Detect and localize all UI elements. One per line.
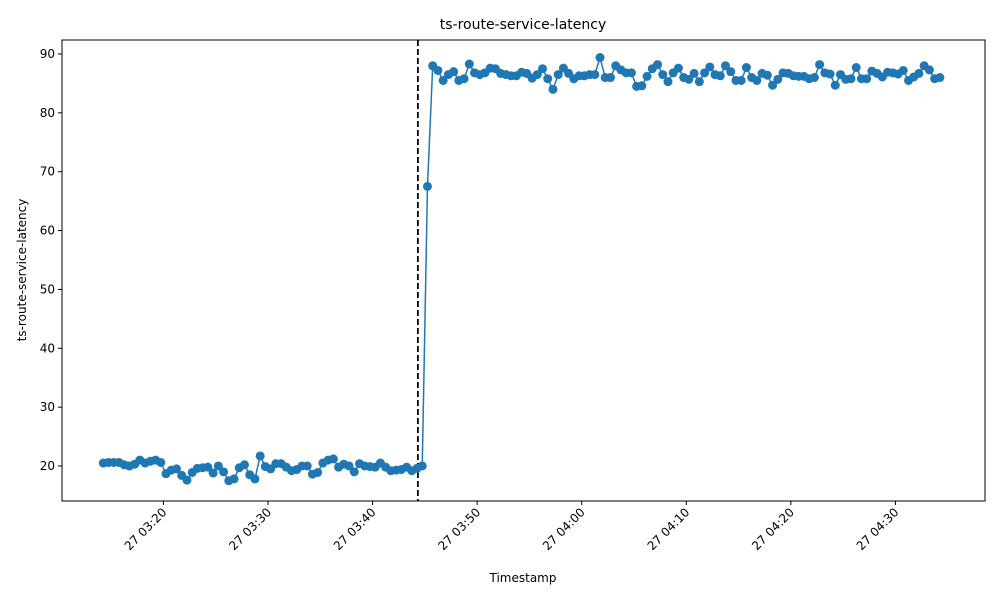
point [684,74,694,84]
point [239,460,249,470]
point [250,474,260,484]
point [417,461,427,471]
y-tick-label: 70 [40,165,55,179]
point [203,462,213,472]
x-axis-label: Timestamp [489,571,557,585]
point [705,62,715,72]
y-tick-label: 50 [40,282,55,296]
y-tick-label: 90 [40,47,55,61]
point [313,467,323,477]
point [595,53,605,63]
x-tick-label: 27 04:20 [749,505,797,553]
x-tick-label: 27 04:00 [540,505,588,553]
point [694,77,704,87]
point [349,467,359,477]
point [344,461,354,471]
point [590,70,600,80]
point [605,73,615,83]
point [637,81,647,91]
series-line [103,54,941,482]
y-tick-label: 80 [40,106,55,120]
point [862,74,872,84]
point [302,461,312,471]
y-axis-label: ts-route-service-latency [15,199,29,342]
point [726,67,736,77]
point [172,464,182,474]
x-tick-label: 27 03:30 [226,505,274,553]
x-tick-label: 27 03:40 [331,505,379,553]
point [532,70,542,80]
point [642,71,652,81]
point [255,451,265,461]
point [700,68,710,78]
x-tick-label: 27 04:30 [854,505,902,553]
x-tick-label: 27 04:10 [645,505,693,553]
point [433,65,443,75]
point [553,70,563,80]
point [422,181,432,191]
point [924,65,934,75]
point [752,75,762,85]
point [935,73,945,83]
point [736,75,746,85]
point [653,60,663,70]
x-tick-label: 27 03:50 [435,505,483,553]
point [773,74,783,84]
point [658,70,668,80]
y-tick-label: 20 [40,459,55,473]
point [328,454,338,464]
point [229,474,239,484]
point [720,61,730,71]
y-tick-label: 40 [40,341,55,355]
point [182,475,192,485]
point [464,59,474,69]
point [449,67,459,77]
point [208,468,218,478]
chart-title: ts-route-service-latency [440,17,607,33]
point [741,63,751,73]
point [219,467,229,477]
point [809,73,819,83]
x-tick-label: 27 03:20 [122,505,170,553]
point [626,68,636,78]
point [156,457,166,467]
point [715,71,725,81]
point [543,74,553,84]
point [830,80,840,90]
point [846,74,856,84]
point [548,84,558,94]
point [459,74,469,84]
point [914,68,924,78]
point [768,80,778,90]
point [213,461,223,471]
point [673,63,683,73]
point [537,64,547,74]
point [689,68,699,78]
plot-area [61,39,986,502]
point [438,75,448,85]
point [825,69,835,79]
point [762,70,772,80]
point [815,60,825,70]
point [898,65,908,75]
y-tick-label: 30 [40,400,55,414]
point [663,77,673,87]
point [851,63,861,73]
y-tick-label: 60 [40,224,55,238]
